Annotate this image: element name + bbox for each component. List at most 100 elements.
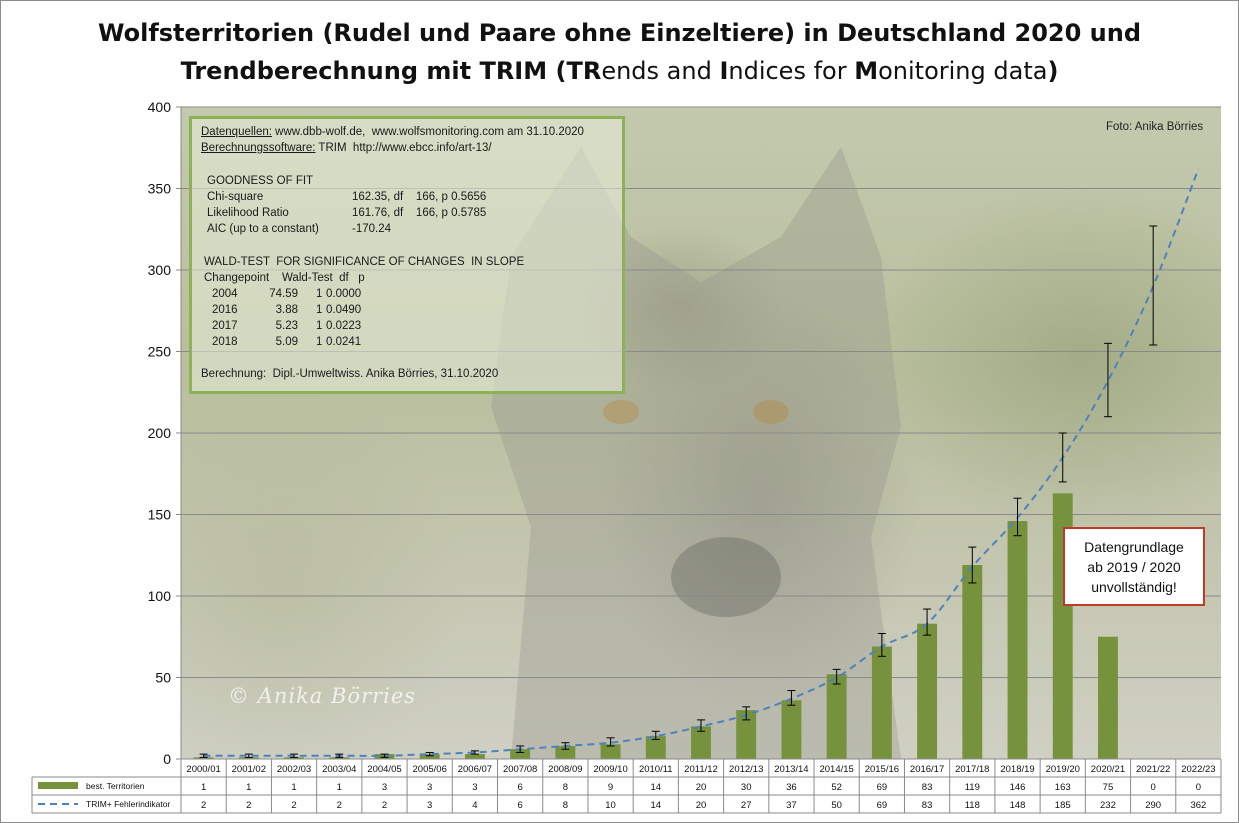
bar-value-label: 8 [563, 782, 568, 793]
trend-value-label: 50 [831, 800, 842, 811]
note-line-2: ab 2019 / 2020 [1087, 559, 1181, 575]
bar-value-label: 83 [922, 782, 933, 793]
error-bar [832, 668, 841, 685]
trend-value-label: 8 [563, 800, 568, 811]
bar-value-label: 36 [786, 782, 797, 793]
title-part: ) [1047, 57, 1059, 85]
error-bar [335, 753, 344, 758]
error-bar [787, 690, 796, 706]
bar [329, 757, 350, 759]
error-bar [1149, 225, 1158, 346]
copyright-watermark: © Anika Börries [228, 684, 417, 708]
error-bar [199, 753, 208, 758]
note-line-1: Datengrundlage [1084, 539, 1184, 555]
title-part: ends and [601, 57, 720, 85]
x-category-label: 2002/03 [277, 764, 311, 775]
y-tick-label: 400 [148, 99, 172, 115]
wald-value: 74.59 [269, 288, 298, 300]
x-category-label: 2020/21 [1091, 764, 1125, 775]
y-tick-label: 150 [148, 507, 172, 523]
x-category-label: 2012/13 [729, 764, 763, 775]
calc-footer: Berechnung: Dipl.-Umweltwiss. Anika Börr… [201, 368, 499, 380]
trend-value-label: 20 [696, 800, 707, 811]
x-category-label: 2003/04 [322, 764, 356, 775]
x-category-label: 2004/05 [367, 764, 401, 775]
trend-value-label: 2 [382, 800, 387, 811]
x-category-label: 2011/12 [684, 764, 718, 775]
trend-value-label: 27 [741, 800, 752, 811]
title-part: Trendberechnung mit [180, 57, 480, 85]
title-part: ndices for [728, 57, 855, 85]
bar [555, 745, 576, 759]
trend-value-label: 362 [1190, 800, 1206, 811]
bar-value-label: 1 [201, 782, 206, 793]
bar [736, 710, 757, 759]
wald-p: 0.0000 [326, 288, 362, 300]
title-line-2: Trendberechnung mit TRIM (TRends and Ind… [0, 52, 1239, 90]
y-tick-label: 350 [148, 181, 172, 197]
error-bar [1013, 497, 1022, 537]
table-header-bg [181, 759, 1221, 777]
bar [1007, 521, 1028, 759]
error-bar [606, 737, 615, 747]
legend-trend-label: TRIM+ Fehlerindikator [86, 799, 170, 809]
x-category-label: 2009/10 [593, 764, 627, 775]
lr-label: Likelihood Ratio [207, 207, 289, 219]
software-text: TRIM http://www.ebcc.info/art-13/ [315, 142, 492, 154]
wald-p: 0.0490 [326, 304, 362, 316]
bar-value-label: 14 [650, 782, 661, 793]
error-bar [380, 753, 389, 758]
bar-value-label: 3 [382, 782, 387, 793]
y-tick-label: 300 [148, 262, 172, 278]
trend-value-label: 37 [786, 800, 797, 811]
bar [510, 749, 531, 759]
title-part: onitoring data [878, 57, 1048, 85]
y-tick-label: 0 [163, 751, 171, 767]
bar [284, 757, 304, 759]
bar [917, 623, 938, 759]
bar-value-label: 3 [472, 782, 477, 793]
wald-df: 1 [316, 304, 323, 316]
bar [826, 674, 847, 759]
x-category-label: 2007/08 [503, 764, 537, 775]
trend-value-label: 83 [922, 800, 933, 811]
title-part: TR [566, 57, 602, 85]
wald-title: WALD-TEST FOR SIGNIFICANCE OF CHANGES IN… [204, 256, 525, 268]
error-bar [651, 730, 660, 740]
title-part: M [854, 57, 879, 85]
x-category-label: 2005/06 [413, 764, 447, 775]
y-tick-label: 250 [148, 344, 172, 360]
bar-value-label: 30 [741, 782, 752, 793]
x-category-label: 2019/20 [1046, 764, 1080, 775]
bar [691, 726, 711, 759]
bar-value-label: 52 [831, 782, 842, 793]
wald-df: 1 [316, 288, 323, 300]
x-category-label: 2015/16 [865, 764, 899, 775]
bar [193, 757, 214, 759]
trend-value-label: 118 [965, 800, 980, 811]
trend-value-label: 6 [517, 800, 522, 811]
y-tick-label: 50 [155, 670, 171, 686]
wald-value: 5.09 [275, 336, 298, 348]
wald-df: 1 [316, 320, 323, 332]
wald-year: 2016 [212, 304, 238, 316]
x-category-label: 2017/18 [955, 764, 989, 775]
chi-value: 162.35, df 166, p 0.5656 [352, 191, 487, 203]
wald-df: 1 [316, 336, 323, 348]
gof-title: GOODNESS OF FIT [207, 175, 314, 187]
bar [1098, 636, 1118, 759]
software-line: Berechnungssoftware: TRIM http://www.ebc… [201, 141, 492, 157]
bar [871, 646, 892, 759]
x-category-label: 2014/15 [819, 764, 853, 775]
bar-value-label: 163 [1055, 782, 1071, 793]
bar [600, 744, 621, 759]
trend-value-label: 2 [201, 800, 206, 811]
bar-value-label: 3 [427, 782, 432, 793]
error-bar [561, 742, 570, 750]
bar-value-label: 119 [965, 782, 980, 793]
title-part: I [719, 57, 729, 85]
error-bar [425, 751, 434, 757]
x-category-label: 2006/07 [458, 764, 492, 775]
trend-value-label: 10 [605, 800, 616, 811]
